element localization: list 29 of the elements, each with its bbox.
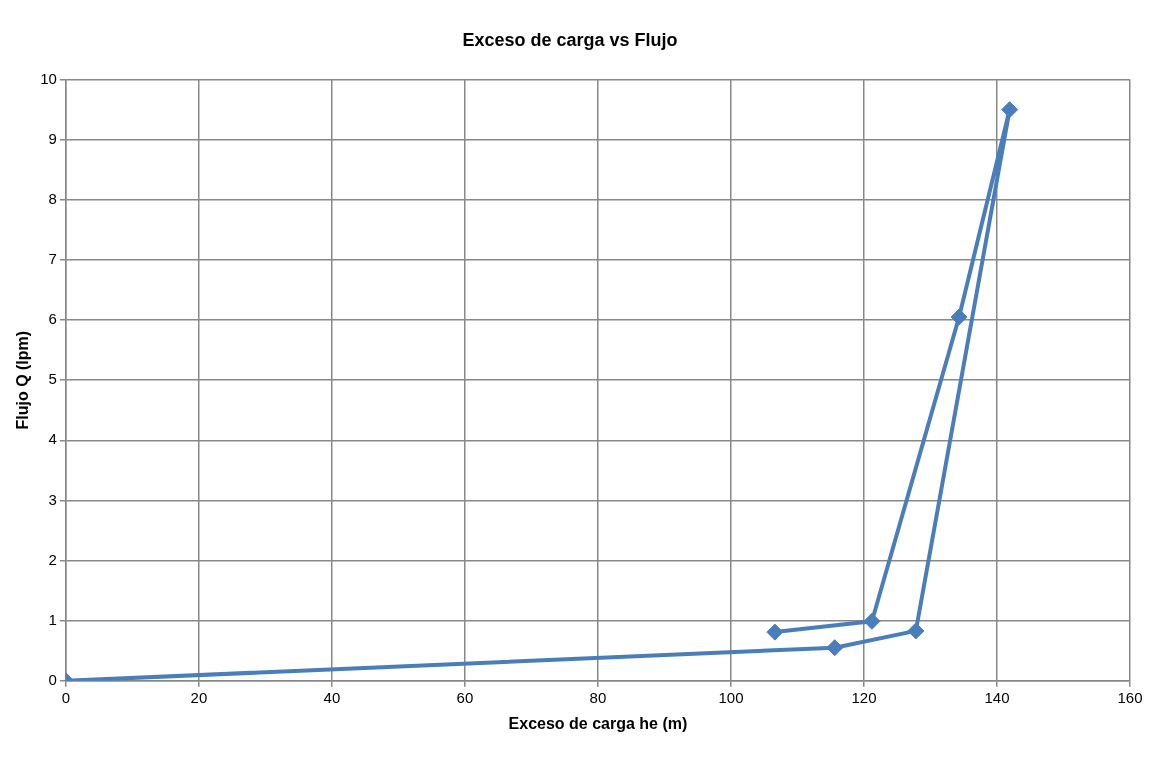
y-tick-label: 9 (48, 129, 57, 147)
point (950, 308, 968, 326)
y-tick-label: 1 (48, 610, 57, 628)
point (826, 639, 844, 657)
x-tick-label: 40 (323, 688, 341, 706)
x-tick-label: 80 (589, 688, 607, 706)
y-tick-label: 3 (48, 490, 57, 508)
y-tick-label: 4 (48, 430, 57, 448)
x-tick-label: 100 (718, 688, 744, 706)
y-tick-label: 2 (48, 550, 57, 568)
x-tick-label: 120 (851, 688, 877, 706)
y-tick-label: 8 (48, 189, 57, 207)
x-tick-label: 0 (61, 688, 71, 706)
y-tick-label: 0 (48, 670, 57, 688)
x-axis-title: Exceso de carga he (m) (508, 714, 688, 732)
chart-title: Exceso de carga vs Flujo (462, 29, 678, 50)
y-tick-label: 10 (40, 69, 57, 87)
x-tick-label: 140 (984, 688, 1010, 706)
x-tick-label: 20 (190, 688, 208, 706)
point (863, 612, 881, 630)
x-tick-label: 60 (456, 688, 474, 706)
y-tick-label: 6 (48, 310, 57, 328)
point (907, 622, 925, 640)
y-tick-label: 5 (48, 370, 57, 388)
y-tick-label: 7 (48, 250, 57, 268)
point (1001, 101, 1019, 119)
x-tick-label: 160 (1117, 688, 1143, 706)
point (766, 623, 784, 641)
y-axis-title: Flujo Q (lpm) (14, 330, 32, 430)
